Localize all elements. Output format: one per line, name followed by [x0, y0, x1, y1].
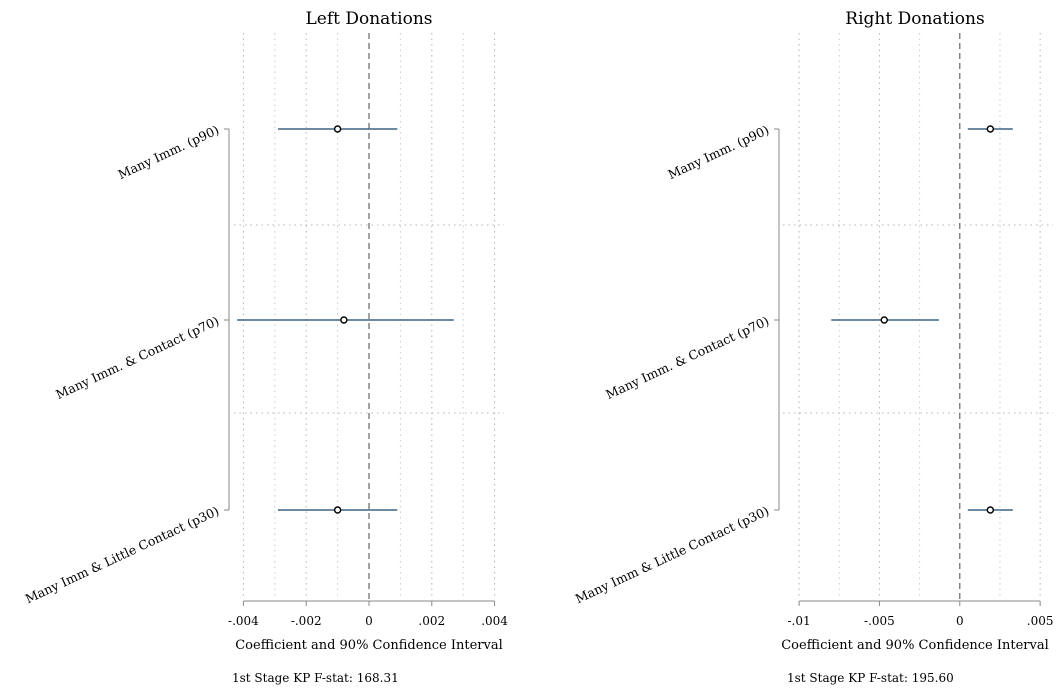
left-x-tick-label: -.002: [291, 614, 322, 628]
left-donations-panel: -.004 -.002 0 .002 .004 Left Donations Coeffic…: [23, 9, 509, 685]
right-category-label: Many Imm. & Contact (p70): [603, 313, 771, 402]
left-point-estimate: [333, 506, 342, 514]
left-x-tick-label: .002: [418, 614, 445, 628]
right-x-axis-title: Coefficient and 90% Confidence Interval: [781, 638, 1049, 653]
right-x-tick-label: 0: [956, 614, 964, 628]
left-x-tick-label: 0: [365, 614, 373, 628]
right-point-estimate: [986, 125, 995, 133]
left-point-estimate: [333, 125, 342, 133]
left-x-tick-label: -.004: [228, 614, 259, 628]
left-panel-title: Left Donations: [305, 9, 432, 29]
left-category-label: Many Imm & Little Contact (p30): [23, 503, 222, 606]
right-point-estimate: [986, 506, 995, 514]
right-x-tick-label: -.01: [788, 614, 811, 628]
left-x-tick-label: .004: [481, 614, 508, 628]
right-category-label: Many Imm. (p90): [666, 122, 772, 182]
left-category-label: Many Imm. & Contact (p70): [53, 313, 221, 402]
right-category-label: Many Imm & Little Contact (p30): [573, 503, 772, 606]
right-panel-title: Right Donations: [845, 9, 984, 29]
right-point-estimate: [880, 316, 888, 324]
left-fstat-note: 1st Stage KP F-stat: 168.31: [232, 671, 399, 685]
left-x-axis-title: Coefficient and 90% Confidence Interval: [235, 638, 503, 653]
right-fstat-note: 1st Stage KP F-stat: 195.60: [787, 671, 954, 685]
left-category-label: Many Imm. (p90): [116, 122, 222, 182]
right-donations-panel: -.01 -.005 0 .005 Right Donations Coefficient…: [573, 9, 1054, 685]
right-x-tick-label: -.005: [864, 614, 895, 628]
left-point-estimate: [340, 316, 348, 324]
right-x-tick-label: .005: [1027, 614, 1054, 628]
